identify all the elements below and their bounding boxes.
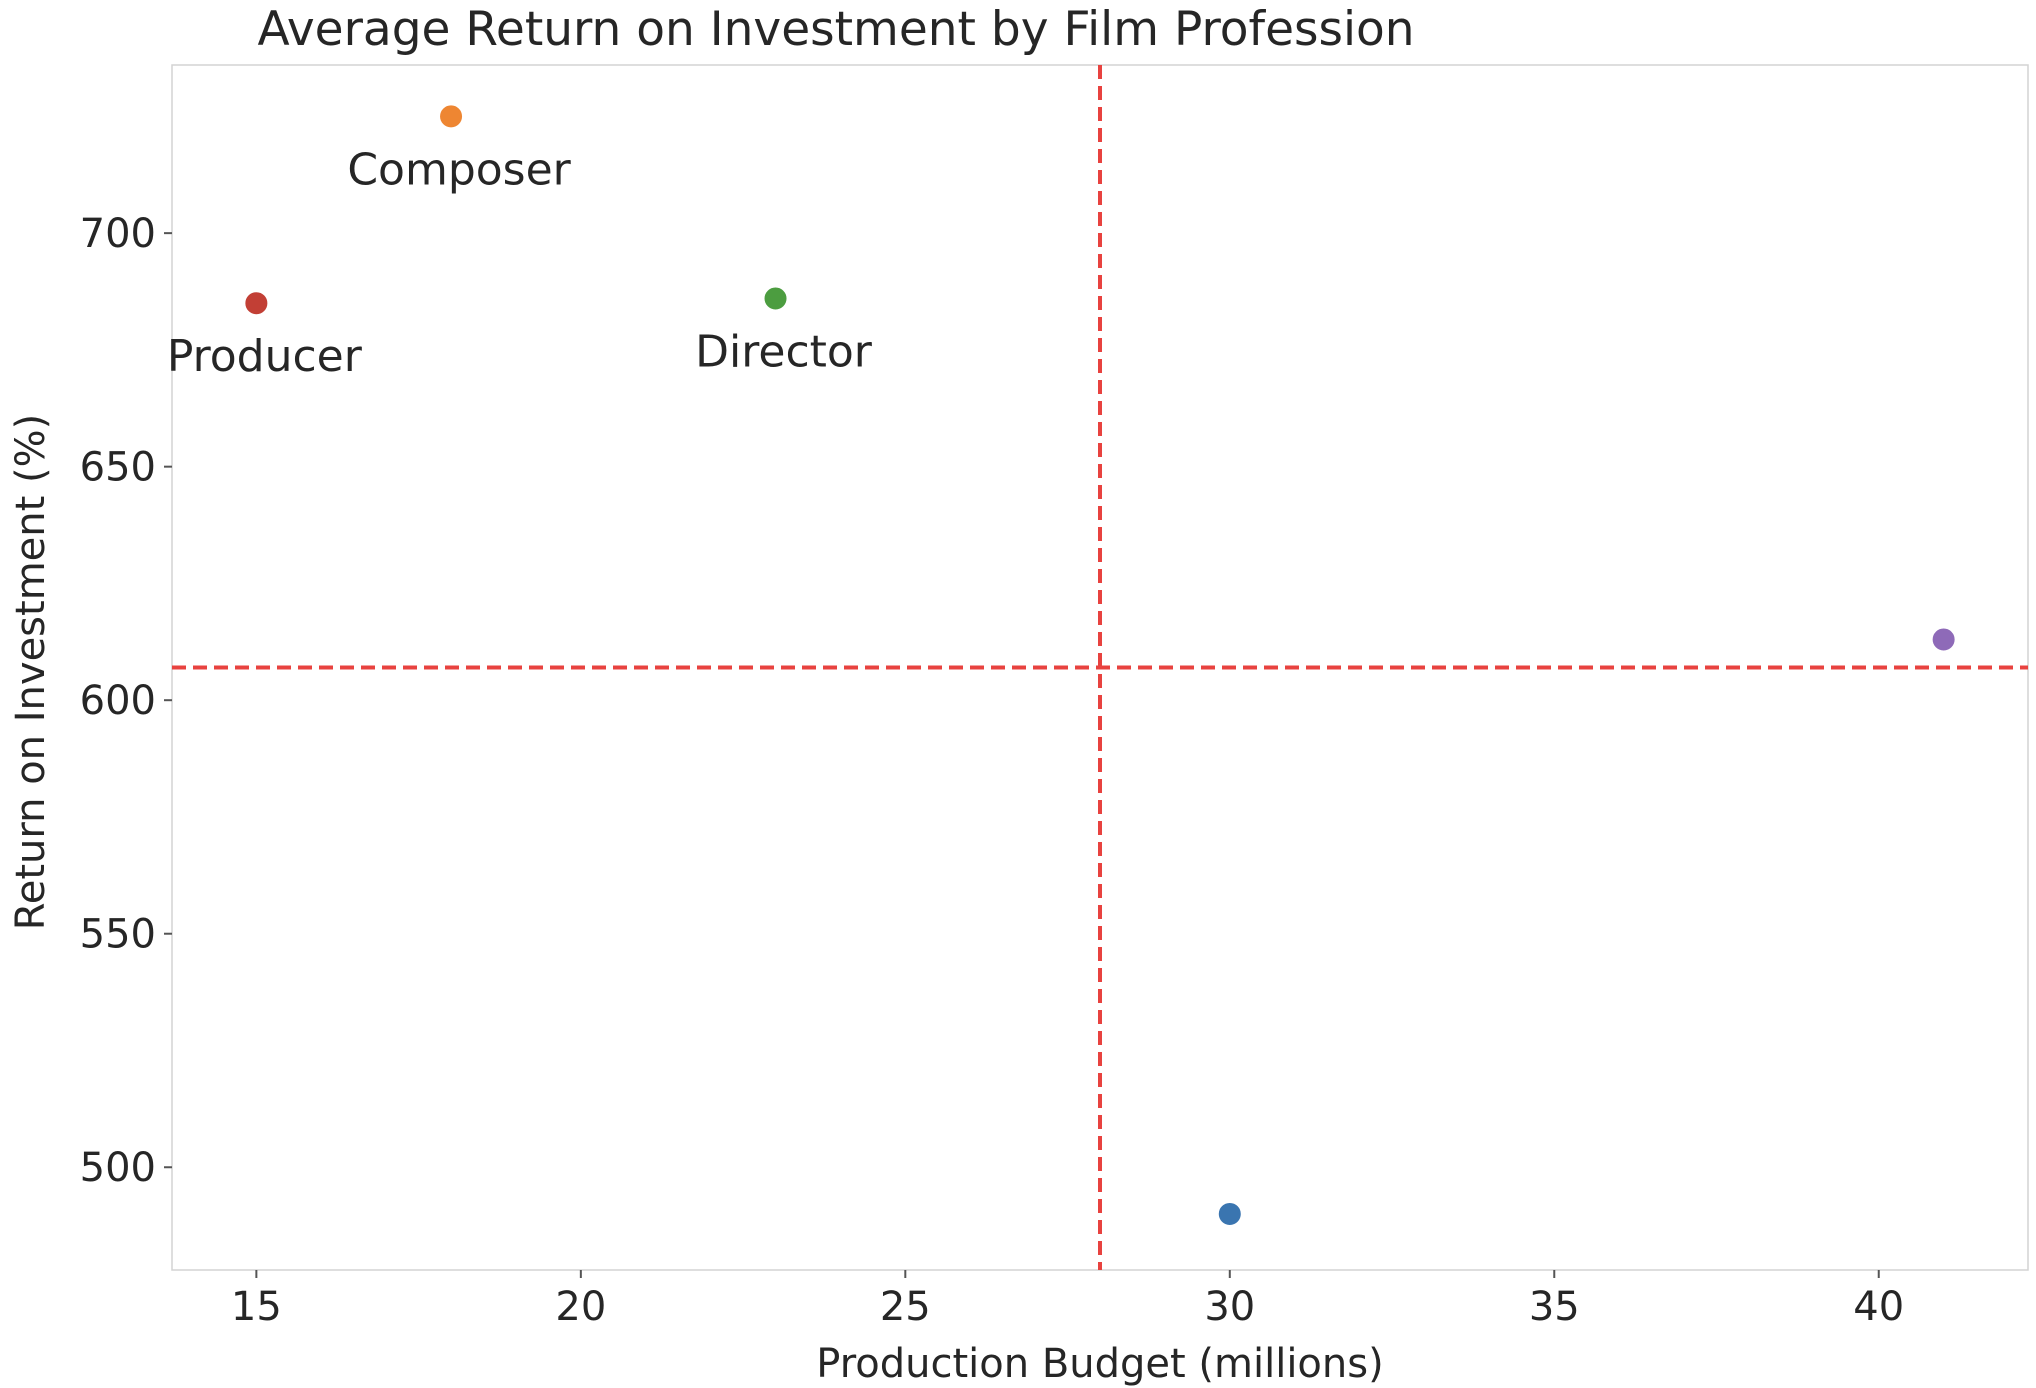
y-tick-label: 700 [80, 211, 156, 257]
point-label: Director [695, 327, 873, 378]
point-labels: Composer Director Producer [167, 144, 873, 382]
y-tick-label: 500 [80, 1145, 156, 1191]
x-axis: 15 20 25 30 35 40 [231, 1270, 1904, 1330]
data-point [243, 290, 270, 317]
y-axis: 500 550 600 650 700 [80, 211, 172, 1191]
x-tick-label: 15 [231, 1284, 282, 1330]
x-tick-label: 20 [555, 1284, 606, 1330]
data-point [762, 285, 789, 312]
y-tick-label: 600 [80, 678, 156, 724]
x-tick-label: 30 [1204, 1284, 1255, 1330]
x-tick-label: 40 [1853, 1284, 1904, 1330]
y-axis-label: Return on Investment (%) [8, 414, 54, 930]
data-point [1216, 1200, 1243, 1227]
data-point [1930, 626, 1957, 653]
x-tick-label: 25 [880, 1284, 931, 1330]
x-tick-label: 35 [1529, 1284, 1580, 1330]
reference-lines [172, 65, 2028, 1270]
point-label: Producer [167, 331, 363, 382]
chart-title: Average Return on Investment by Film Pro… [257, 2, 1414, 57]
point-label: Composer [347, 144, 571, 195]
x-axis-label: Production Budget (millions) [816, 1341, 1383, 1387]
data-point [438, 103, 465, 130]
data-points [243, 103, 1957, 1227]
y-tick-label: 650 [80, 445, 156, 491]
y-tick-label: 550 [80, 912, 156, 958]
